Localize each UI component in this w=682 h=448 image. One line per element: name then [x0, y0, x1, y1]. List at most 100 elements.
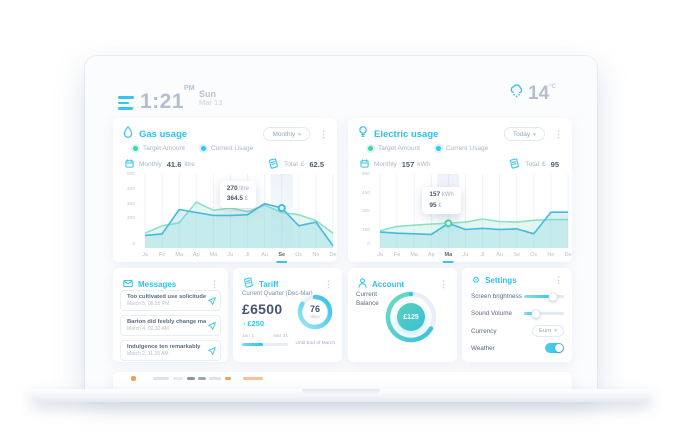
card-title: Messages — [138, 279, 177, 289]
current-balance-label: Current Balance — [356, 291, 379, 307]
gas-drop-icon — [123, 125, 133, 143]
gas-legend: Target Amount Current Usage — [133, 145, 253, 152]
gas-usage-card: Gas usage Monthly ▾ ⋮ Target Amount Curre… — [113, 118, 337, 262]
gas-chart-yaxis: 500 400 300 200 0 — [126, 172, 135, 247]
partial-text — [209, 377, 221, 380]
tariff-footnote: Until End of March — [295, 341, 335, 346]
electric-period-dropdown[interactable]: Today ▾ — [503, 127, 545, 141]
gas-chart-tooltip: 270 litre 364.5 £ — [219, 181, 256, 208]
messages-card: Messages ⋮ Too cultivated use solicitude… — [113, 268, 228, 362]
tariff-menu-icon[interactable]: ⋮ — [324, 278, 333, 289]
weather-toggle[interactable] — [545, 343, 564, 353]
card-title: Tariff — [259, 279, 279, 289]
send-arrow-icon[interactable] — [208, 317, 216, 335]
electric-chart-xaxis[interactable]: Ja Fe Ma Ap Ma Ju Jl Au Se Oc No De — [377, 252, 572, 258]
message-item[interactable]: Barton did feebly change man March 4, 02… — [120, 315, 221, 336]
currency-dropdown[interactable]: Euro ▾ — [531, 325, 564, 337]
current-usage-dot-icon — [200, 146, 206, 151]
laptop-screen: 1:21PM Sun Mar 13 14 °C Gas usage Monthly… — [85, 56, 597, 389]
clock: 1:21PM — [140, 85, 195, 114]
gas-usage-chart[interactable]: 500 400 300 200 0 Ja Fe Ma Ap Ma Ju Jl Au Se Oc No De 2… — [123, 172, 337, 258]
partial-text — [243, 377, 263, 380]
chevron-down-icon: ▾ — [554, 328, 557, 334]
receipt-icon — [268, 158, 279, 171]
tariff-delta: › £250 — [243, 319, 265, 328]
quarter-range: Jan 1 Mar 31 — [242, 334, 288, 339]
electric-usage-card: Electric usage Today ▾ ⋮ Target Amount Cu… — [348, 118, 572, 262]
envelope-icon — [123, 275, 133, 293]
currency-label: Currency — [471, 327, 497, 335]
account-menu-icon[interactable]: ⋮ — [439, 278, 448, 289]
message-item[interactable]: Indulgence ten remarkably March 2, 11.20… — [120, 340, 221, 361]
clock-time: 1:21 — [140, 90, 185, 113]
rain-cloud-icon — [509, 84, 524, 104]
brightness-slider[interactable] — [524, 292, 564, 301]
days-value: 76 — [309, 304, 320, 314]
bulb-icon — [358, 125, 368, 143]
message-date: March 4, 02.30 AM — [127, 326, 169, 332]
partial-text — [173, 377, 183, 380]
card-title: Account — [372, 279, 404, 289]
electric-menu-icon[interactable]: ⋮ — [554, 128, 563, 139]
partial-card-row — [113, 372, 572, 389]
balance-gauge: £125 — [384, 290, 438, 344]
card-title: Gas usage — [139, 128, 188, 140]
target-amount-dot-icon — [368, 146, 373, 151]
partial-text — [225, 377, 231, 380]
balance-value-bubble: £125 — [397, 303, 425, 331]
messages-menu-icon[interactable]: ⋮ — [210, 278, 219, 289]
electric-chart-yaxis: 600 450 300 150 0 — [361, 172, 370, 247]
electric-chart-tooltip: 157 kWh 95 £ — [422, 187, 461, 214]
send-arrow-icon[interactable] — [208, 292, 216, 310]
partial-text — [198, 377, 206, 380]
tariff-amount: £6500 — [242, 301, 283, 317]
tariff-card: Tariff ⋮ Current Quarter (Dec-Mar) £6500… — [233, 268, 342, 362]
days-remaining-ring: 76 days — [295, 292, 335, 332]
balance-value: £125 — [403, 313, 419, 321]
date-label: Mar 13 — [199, 98, 223, 108]
brightness-label: Screen brightness — [471, 293, 522, 300]
electric-summary-row: Monthly 157 kWh Total £95 — [360, 158, 562, 171]
menu-hamburger-icon[interactable] — [118, 96, 134, 113]
laptop-base — [30, 389, 652, 402]
volume-slider[interactable] — [524, 309, 564, 318]
quarter-progress-bar — [242, 343, 288, 346]
chevron-down-icon: ▾ — [533, 131, 536, 138]
temperature-value: 14 — [528, 83, 550, 104]
flame-icon — [131, 376, 136, 381]
gas-summary-row: Monthly 41.6 litre Total £62.5 — [125, 158, 327, 171]
card-title: Electric usage — [374, 128, 439, 140]
calendar-icon — [125, 159, 134, 170]
account-card: Account ⋮ Current Balance £125 — [348, 268, 457, 362]
electric-legend: Target Amount Current Usage — [368, 145, 488, 152]
settings-card: ⚙ Settings ⋮ Screen brightness Sound Vol… — [462, 268, 572, 362]
date-block: Sun Mar 13 — [199, 89, 222, 108]
settings-menu-icon[interactable]: ⋮ — [554, 275, 563, 285]
receipt-icon — [243, 275, 254, 293]
laptop-notch — [302, 389, 380, 395]
message-subject: Barton did feebly change man — [127, 319, 206, 325]
weather-label: Weather — [471, 344, 495, 352]
message-subject: Indulgence ten remarkably — [127, 344, 201, 350]
partial-text — [187, 377, 195, 380]
partial-text — [153, 377, 169, 380]
increase-arrow-icon: › — [243, 321, 246, 328]
weather-widget: 14 °C — [509, 84, 556, 104]
gas-period-dropdown[interactable]: Monthly ▾ — [263, 127, 310, 141]
gas-chart-xaxis[interactable]: Ja Fe Ma Ap Ma Ju Jl Au Se Oc No De — [142, 252, 337, 258]
volume-label: Sound Volume — [471, 310, 512, 317]
message-item[interactable]: Too cultivated use solicitude March 5, 0… — [120, 290, 221, 311]
gas-menu-icon[interactable]: ⋮ — [319, 128, 328, 139]
card-title: Settings — [485, 276, 517, 285]
gear-icon: ⚙ — [472, 275, 481, 285]
current-usage-dot-icon — [435, 146, 441, 151]
weekday-label: Sun — [199, 89, 216, 99]
electric-usage-chart[interactable]: 600 450 300 150 0 Ja Fe Ma Ap Ma Ju Jl Au Se Oc No De 1… — [358, 172, 572, 258]
target-amount-dot-icon — [133, 146, 138, 151]
message-subject: Too cultivated use solicitude — [127, 294, 206, 300]
tariff-subtitle: Current Quarter (Dec-Mar) — [242, 291, 313, 297]
receipt-icon — [509, 158, 520, 171]
message-date: March 2, 11.20 AM — [127, 351, 169, 357]
person-icon — [358, 275, 367, 293]
send-arrow-icon[interactable] — [208, 342, 216, 360]
